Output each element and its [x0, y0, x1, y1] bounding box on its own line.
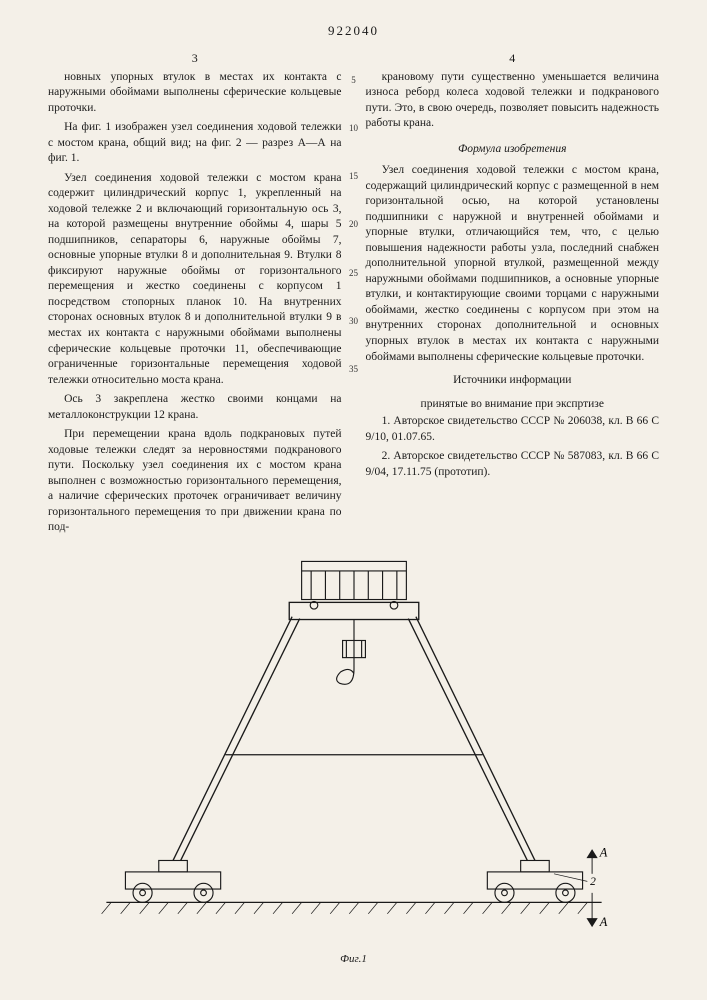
paragraph: При перемещении крана вдоль подкрановых …	[48, 427, 342, 536]
label-A-bot: A	[598, 915, 607, 929]
right-column: 4 крановому пути существенно уменьшается…	[366, 50, 660, 540]
refs-subtitle: принятые во внимание при экспртизе	[366, 397, 660, 413]
page-number-left: 3	[48, 50, 342, 66]
label-A-top: A	[598, 845, 607, 859]
refs-title: Источники информации	[366, 373, 660, 389]
label-2: 2	[590, 876, 596, 888]
paragraph: Узел соединения ходовой тележки с мостом…	[366, 163, 660, 365]
formula-title: Формула изобретения	[366, 142, 660, 158]
left-column: 3 новных упорных втулок в местах их конт…	[48, 50, 342, 540]
reference: 1. Авторское свидетельство СССР № 206038…	[366, 414, 660, 445]
paragraph: крановому пути существенно уменьшается в…	[366, 70, 660, 132]
figure-caption: Фиг.1	[48, 952, 659, 967]
page-number-right: 4	[366, 50, 660, 66]
paragraph: Узел соединения ходовой тележки с мостом…	[48, 171, 342, 388]
line-number-gutter: 5 10 15 20 25 30 35	[344, 74, 364, 411]
figure-1: A A 2	[48, 550, 659, 970]
paragraph: новных упорных втулок в местах их контак…	[48, 70, 342, 117]
document-number: 922040	[48, 22, 659, 40]
paragraph: На фиг. 1 изображен узел соединения ходо…	[48, 120, 342, 167]
reference: 2. Авторское свидетельство СССР № 587083…	[366, 449, 660, 480]
paragraph: Ось 3 закреплена жестко своими концами н…	[48, 392, 342, 423]
